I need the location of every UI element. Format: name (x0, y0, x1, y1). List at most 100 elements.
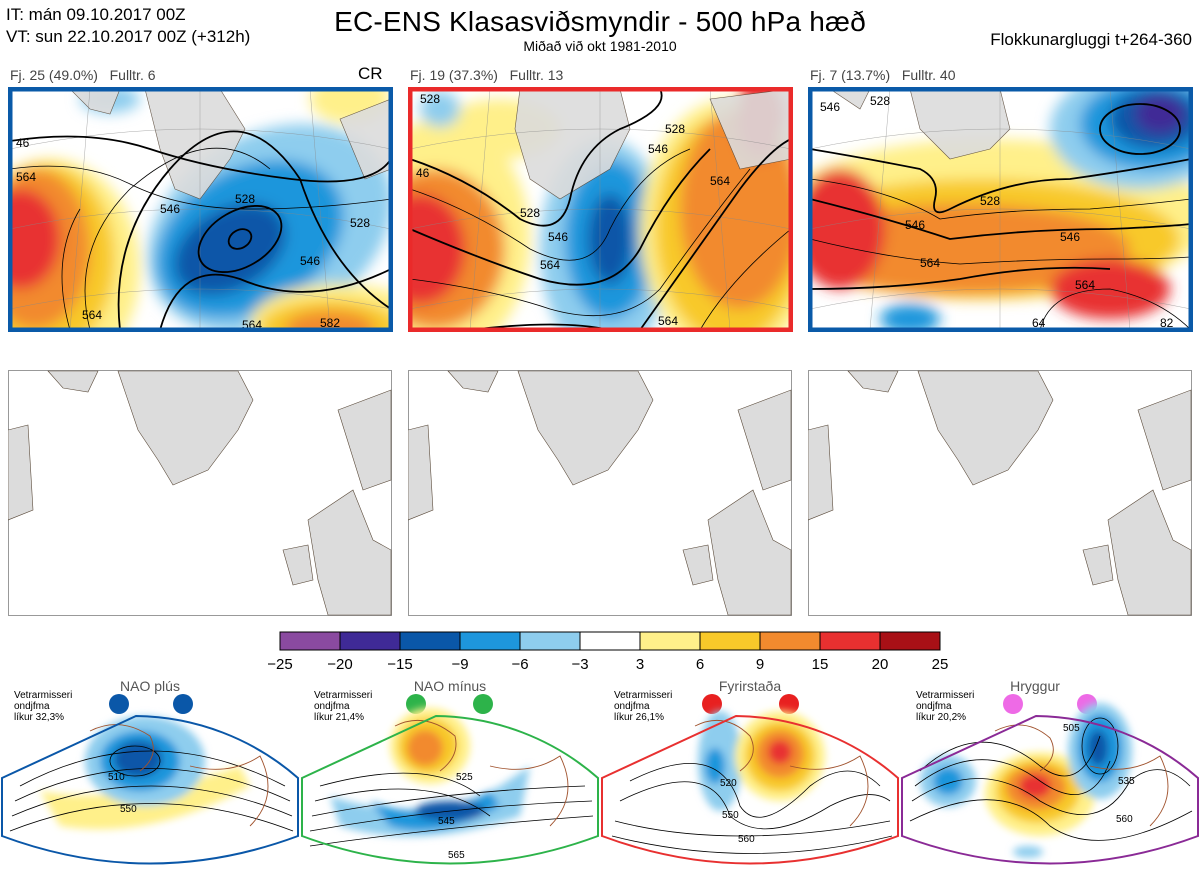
regime-dot (702, 694, 722, 714)
cluster-map-1: 46 564 546 528 546 564 528 564 582 (8, 87, 393, 332)
contour-label: 546 (905, 218, 925, 232)
contour-label: 528 (665, 122, 685, 136)
contour-label: 564 (242, 318, 262, 332)
colorbar-swatch (579, 631, 641, 651)
colorbar-swatch (879, 631, 941, 651)
contour-label: 545 (438, 816, 455, 827)
regime-stat-line: ondjfma (614, 701, 650, 712)
cluster-2-label: Fj. 19 (37.3%) Fulltr. 13 (410, 67, 564, 83)
contour-label: 546 (160, 202, 180, 216)
regime-nao-plus: Vetrarmisseri ondjfma líkur 32,3% NAO pl… (1, 678, 299, 865)
regime-stat-line: líkur 20,2% (916, 712, 966, 723)
cluster-1-label: Fj. 25 (49.0%) Fulltr. 6 (10, 67, 156, 83)
contour-label: 550 (120, 804, 137, 815)
contour-label: 546 (300, 254, 320, 268)
colorbar-tick-label: −9 (451, 656, 468, 673)
contour-label: 546 (548, 230, 568, 244)
colorbar-swatch (699, 631, 761, 651)
contour-label: 510 (108, 772, 125, 783)
regime-stat-line: líkur 21,4% (314, 712, 364, 723)
colorbar-swatch (759, 631, 821, 651)
regime-frame (301, 714, 599, 865)
colorbar-swatch (279, 631, 341, 651)
colorbar-tick-label: 6 (696, 656, 704, 673)
regime-blocking: Vetrarmisseri ondjfma líkur 26,1% Fyrirs… (601, 678, 899, 865)
colorbar-swatch (399, 631, 461, 651)
base-map-1 (8, 370, 392, 616)
regime-stat-line: Vetrarmisseri (14, 690, 72, 701)
regime-dot (173, 694, 193, 714)
regime-dot (473, 694, 493, 714)
colorbar-swatch (459, 631, 521, 651)
contour-label: 46 (416, 166, 430, 180)
regime-stat-line: Vetrarmisseri (314, 690, 372, 701)
contour-label: 528 (520, 206, 540, 220)
contour-label: 560 (1116, 814, 1133, 825)
regime-frame (1, 714, 299, 865)
regime-title: Hryggur (1010, 678, 1060, 694)
contour-label: 582 (320, 316, 340, 330)
cluster-frame-3 (808, 87, 1193, 332)
colorbar-tick-label: −15 (387, 656, 412, 673)
cluster-frame-1 (8, 87, 393, 332)
regime-frame (901, 714, 1199, 865)
base-map-2 (408, 370, 792, 616)
colorbar: −25 −20 −15 −9 −6 −3 3 6 9 15 20 25 (267, 631, 949, 673)
regime-dot (1003, 694, 1023, 714)
contour-label: 46 (16, 136, 30, 150)
contour-label: 564 (710, 174, 730, 188)
regime-title: NAO mínus (414, 678, 486, 694)
page-subtitle: Miðað við okt 1981-2010 (523, 38, 677, 54)
contour-label: 565 (448, 850, 465, 861)
contour-label: 546 (648, 142, 668, 156)
cluster-3-label: Fj. 7 (13.7%) Fulltr. 40 (810, 67, 956, 83)
regime-stat-line: ondjfma (14, 701, 50, 712)
colorbar-tick-label: −20 (327, 656, 352, 673)
contour-label: 564 (658, 314, 678, 328)
contour-label: 546 (820, 100, 840, 114)
colorbar-tick-label: 25 (932, 656, 949, 673)
contour-label: 564 (82, 308, 102, 322)
cluster-1-tag: CR (358, 64, 383, 83)
regime-stat-line: líkur 26,1% (614, 712, 664, 723)
regime-stat-line: Vetrarmisseri (614, 690, 672, 701)
cluster-map-2: 528 46 528 546 564 546 564 528 564 (408, 87, 793, 332)
colorbar-tick-label: 20 (872, 656, 889, 673)
colorbar-tick-label: 9 (756, 656, 764, 673)
contour-label: 564 (540, 258, 560, 272)
initial-time: IT: mán 09.10.2017 00Z (6, 5, 186, 24)
colorbar-swatch (639, 631, 701, 651)
regime-title: NAO plús (120, 678, 180, 694)
contour-label: 64 (1032, 316, 1046, 330)
colorbar-tick-label: −25 (267, 656, 292, 673)
base-map-3 (808, 370, 1192, 616)
cluster-map-3: 546 528 528 546 546 564 564 64 82 (808, 87, 1193, 332)
valid-time: VT: sun 22.10.2017 00Z (+312h) (6, 27, 251, 46)
contour-label: 528 (350, 216, 370, 230)
contour-label: 525 (456, 772, 473, 783)
contour-label: 82 (1160, 316, 1174, 330)
regime-dot (779, 694, 799, 714)
contour-label: 528 (235, 192, 255, 206)
contour-label: 535 (1118, 776, 1135, 787)
classification-window: Flokkunargluggi t+264-360 (990, 30, 1192, 49)
colorbar-tick-label: 15 (812, 656, 829, 673)
contour-label: 550 (722, 810, 739, 821)
regime-title: Fyrirstaða (719, 678, 781, 694)
contour-label: 564 (1075, 278, 1095, 292)
contour-label: 560 (738, 834, 755, 845)
cluster-frame-2 (408, 87, 793, 332)
regime-stat-line: ondjfma (314, 701, 350, 712)
contour-label: 564 (16, 170, 36, 184)
regime-nao-minus: Vetrarmisseri ondjfma líkur 21,4% NAO mí… (301, 678, 599, 865)
regime-stat-line: líkur 32,3% (14, 712, 64, 723)
contour-label: 505 (1063, 723, 1080, 734)
header-times: IT: mán 09.10.2017 00Z VT: sun 22.10.201… (6, 4, 250, 48)
contour-label: 564 (920, 256, 940, 270)
contour-label: 528 (980, 194, 1000, 208)
regime-dot (109, 694, 129, 714)
regime-ridge: Vetrarmisseri ondjfma líkur 20,2% Hryggu… (901, 678, 1199, 865)
regime-frame (601, 714, 899, 865)
colorbar-swatch (339, 631, 401, 651)
contour-label: 528 (870, 94, 890, 108)
